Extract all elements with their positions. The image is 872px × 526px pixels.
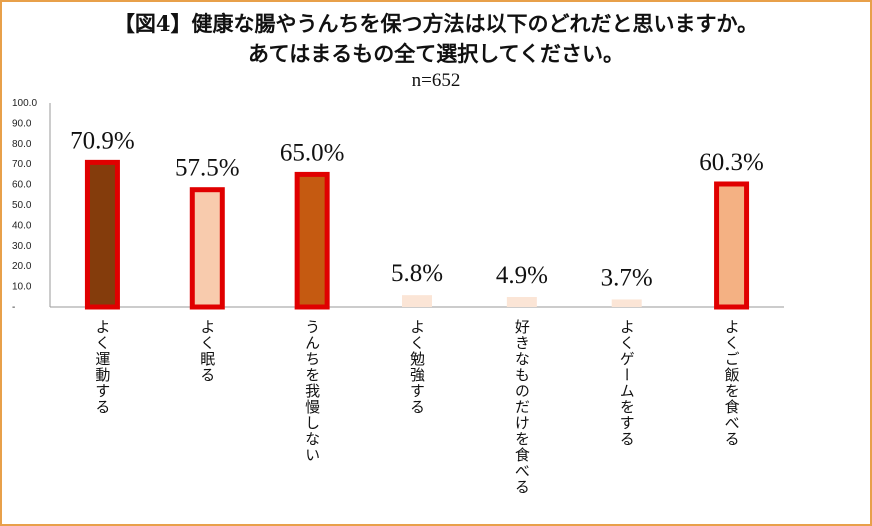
data-label-7: 60.3% [699, 149, 764, 176]
sample-size-label: n=652 [411, 70, 461, 91]
y-tick-label: 40.0 [12, 220, 32, 231]
y-tick-label: 60.0 [12, 180, 32, 191]
chart-title-line1: 【図4】健康な腸やうんちを保つ方法は以下のどれだと思いますか。 [113, 11, 759, 36]
bar-4 [402, 295, 432, 307]
category-label-1: よく運動する [93, 319, 112, 415]
bar-1 [84, 159, 120, 310]
y-tick-label: 100.0 [12, 98, 37, 109]
y-tick-label: - [12, 302, 15, 313]
data-label-2: 57.5% [175, 155, 240, 182]
category-label-6: よくゲームをする [617, 319, 636, 447]
y-tick-label: 90.0 [12, 118, 32, 129]
y-tick-label: 80.0 [12, 139, 32, 150]
y-tick-label: 10.0 [12, 282, 32, 293]
bar-3 [294, 171, 330, 310]
y-tick-label: 70.0 [12, 159, 32, 170]
category-label-7: よくご飯を食べる [722, 319, 741, 447]
y-tick-label: 50.0 [12, 200, 32, 211]
category-label-3: うんちを我慢しない [303, 319, 322, 463]
bar-7 [714, 181, 750, 310]
bar-5 [506, 297, 537, 307]
bar-2 [189, 187, 225, 310]
data-label-5: 4.9% [496, 262, 548, 289]
data-label-1: 70.9% [70, 127, 135, 154]
category-label-5: 好きなものだけを食べる [512, 319, 531, 495]
data-label-6: 3.7% [601, 264, 653, 291]
category-label-2: よく眠る [198, 319, 217, 383]
bar-6 [611, 299, 642, 307]
data-label-3: 65.0% [280, 139, 345, 166]
category-label-4: よく勉強する [408, 319, 426, 415]
y-tick-label: 20.0 [12, 261, 32, 272]
data-label-4: 5.8% [391, 260, 443, 287]
chart-title-line2: あてはまるもの全て選択してください。 [248, 41, 624, 66]
y-tick-label: 30.0 [12, 241, 32, 252]
